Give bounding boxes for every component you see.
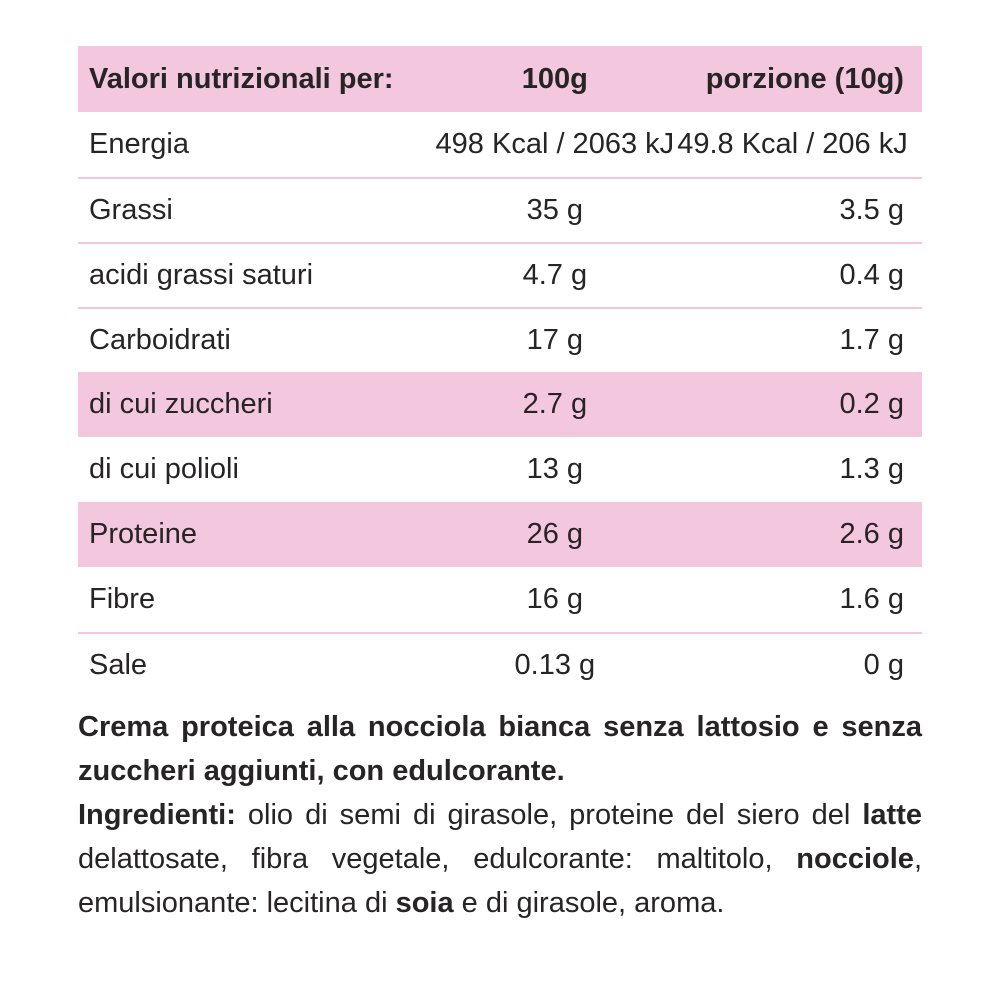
ingredients-segment: e di girasole, aroma. <box>453 887 725 919</box>
row-label: di cui polioli <box>89 453 239 485</box>
product-description: Crema proteica alla nocciola bianca senz… <box>78 711 922 787</box>
value-per-100g: 16 g <box>526 583 584 615</box>
row-label: Sale <box>89 649 148 681</box>
value-per-portion: 3.5 g <box>839 194 904 226</box>
allergen-soia: soia <box>395 887 454 919</box>
table-row-fibre: Fibre 16 g 1.6 g <box>78 567 922 632</box>
row-label: Grassi <box>89 194 173 226</box>
row-label: Carboidrati <box>89 324 231 356</box>
allergen-latte: latte <box>862 799 922 831</box>
value-per-portion: 1.7 g <box>839 324 904 356</box>
table-row-grassi: Grassi 35 g 3.5 g <box>78 177 922 242</box>
table-row-acidi-grassi-saturi: acidi grassi saturi 4.7 g 0.4 g <box>78 242 922 307</box>
row-label: acidi grassi saturi <box>89 259 314 291</box>
value-per-portion: 0.2 g <box>839 388 904 420</box>
label-content: Valori nutrizionali per: 100g porzione (… <box>78 46 922 925</box>
table-row-di-cui-polioli: di cui polioli 13 g 1.3 g <box>78 437 922 502</box>
table-row-energia: Energia 498 Kcal / 2063 kJ 49.8 Kcal / 2… <box>78 112 922 177</box>
value-per-100g: 26 g <box>526 518 584 550</box>
value-per-portion: 1.6 g <box>839 583 904 615</box>
row-label: Energia <box>89 128 189 160</box>
allergen-nocciole: nocciole <box>796 843 914 875</box>
row-label: di cui zuccheri <box>89 388 273 420</box>
value-per-portion: 1.3 g <box>839 453 904 485</box>
value-per-100g: 13 g <box>526 453 584 485</box>
table-header-row: Valori nutrizionali per: 100g porzione (… <box>78 46 922 112</box>
row-label: Fibre <box>89 583 156 615</box>
table-row-sale: Sale 0.13 g 0 g <box>78 632 922 697</box>
row-label: Proteine <box>89 518 198 550</box>
ingredients-segment: olio di semi di girasole, proteine del s… <box>235 799 863 831</box>
value-per-portion: 2.6 g <box>839 518 904 550</box>
value-per-portion: 0.4 g <box>839 259 904 291</box>
value-per-portion: 0 g <box>863 649 904 681</box>
value-per-100g: 498 Kcal / 2063 kJ <box>435 128 675 160</box>
value-per-portion: 49.8 Kcal / 206 kJ <box>677 128 908 160</box>
ingredients-heading: Ingredienti: <box>78 799 236 831</box>
ingredients-paragraph: Ingredienti: olio di semi di girasole, p… <box>78 793 922 925</box>
header-title: Valori nutrizionali per: <box>89 62 394 95</box>
value-per-100g: 2.7 g <box>522 388 588 420</box>
value-per-100g: 0.13 g <box>514 649 596 681</box>
product-text-block: Crema proteica alla nocciola bianca senz… <box>78 705 922 925</box>
ingredients-segment: , emulsionante: lecitina di <box>78 843 922 919</box>
header-col-portion: porzione (10g) <box>705 62 904 95</box>
value-per-100g: 4.7 g <box>522 259 588 291</box>
header-col-100g: 100g <box>521 62 588 95</box>
nutrition-table: Valori nutrizionali per: 100g porzione (… <box>78 46 922 697</box>
ingredients-segment: delattosate, fibra vegetale, edulcorante… <box>78 843 797 875</box>
value-per-100g: 35 g <box>526 194 584 226</box>
table-row-carboidrati: Carboidrati 17 g 1.7 g <box>78 307 922 372</box>
table-row-di-cui-zuccheri: di cui zuccheri 2.7 g 0.2 g <box>78 372 922 437</box>
table-row-proteine: Proteine 26 g 2.6 g <box>78 502 922 567</box>
value-per-100g: 17 g <box>526 324 584 356</box>
